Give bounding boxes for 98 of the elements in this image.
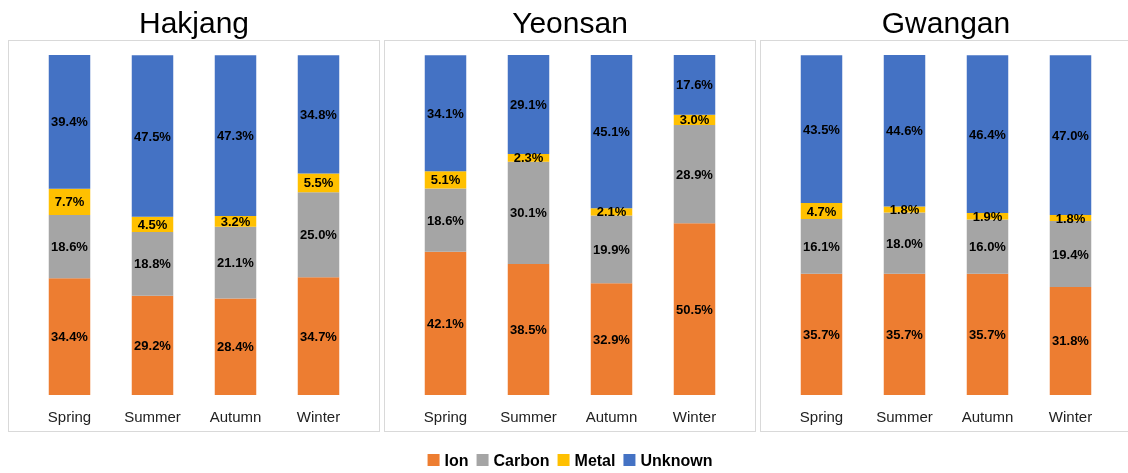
- bar: [297, 277, 340, 395]
- data-label: 29.2%: [134, 337, 172, 353]
- x-tick-label: Autumn: [209, 408, 262, 425]
- data-label: 19.9%: [593, 241, 631, 257]
- x-tick-label: Autumn: [585, 408, 638, 425]
- data-label: 3.0%: [679, 112, 710, 128]
- data-label: 34.8%: [300, 106, 338, 122]
- data-label: 1.9%: [972, 208, 1003, 224]
- bar: [590, 283, 633, 395]
- data-label: 5.5%: [303, 175, 334, 191]
- bar: [131, 55, 174, 217]
- bar: [297, 192, 340, 278]
- data-label: 25.0%: [300, 227, 338, 243]
- bar: [800, 273, 843, 395]
- data-label: 5.1%: [430, 172, 461, 188]
- data-label: 17.6%: [676, 77, 714, 93]
- x-tick-label: Spring: [47, 408, 92, 425]
- bar: [48, 278, 91, 395]
- data-label: 30.1%: [510, 205, 548, 221]
- data-label: 38.5%: [510, 322, 548, 338]
- bar: [297, 55, 340, 174]
- data-label: 35.7%: [803, 326, 841, 342]
- x-tick-label: Winter: [1048, 408, 1093, 425]
- data-label: 50.5%: [676, 301, 714, 317]
- x-tick-label: Autumn: [961, 408, 1014, 425]
- bar: [590, 55, 633, 209]
- chart-title: Yeonsan: [512, 5, 628, 39]
- data-label: 35.7%: [886, 326, 924, 342]
- bar: [214, 55, 257, 216]
- data-label: 47.0%: [1052, 127, 1090, 143]
- data-label: 28.9%: [676, 166, 714, 182]
- data-label: 19.4%: [1052, 246, 1090, 262]
- data-label: 18.8%: [134, 256, 172, 272]
- x-tick-label: Winter: [672, 408, 717, 425]
- data-label: 29.1%: [510, 96, 548, 112]
- legend-label: Ion: [444, 451, 469, 469]
- bar: [1049, 55, 1092, 215]
- data-label: 18.0%: [886, 235, 924, 251]
- data-label: 46.4%: [969, 126, 1007, 142]
- x-tick-label: Winter: [296, 408, 341, 425]
- bar: [673, 223, 716, 395]
- x-tick-label: Summer: [124, 408, 181, 425]
- data-label: 34.1%: [427, 105, 465, 121]
- bar: [424, 188, 467, 252]
- data-label: 16.0%: [969, 239, 1007, 255]
- legend-label: Carbon: [493, 451, 550, 469]
- bar: [673, 55, 716, 115]
- bar: [673, 125, 716, 224]
- data-label: 4.5%: [137, 216, 168, 232]
- bar: [131, 231, 174, 296]
- bar: [590, 215, 633, 284]
- bar: [1049, 286, 1092, 395]
- bar: [131, 295, 174, 395]
- data-label: 47.3%: [217, 128, 255, 144]
- data-label: 32.9%: [593, 331, 631, 347]
- bar: [800, 55, 843, 204]
- data-label: 44.6%: [886, 123, 924, 139]
- bar: [883, 273, 926, 395]
- chart-title: Gwangan: [881, 5, 1011, 39]
- data-label: 45.1%: [593, 124, 631, 140]
- data-label: 42.1%: [427, 315, 465, 331]
- data-label: 31.8%: [1052, 333, 1090, 349]
- data-label: 34.4%: [51, 329, 89, 345]
- bar: [48, 55, 91, 189]
- data-label: 43.5%: [803, 121, 841, 137]
- data-label: 18.6%: [51, 239, 89, 255]
- bar: [800, 219, 843, 274]
- data-label: 21.1%: [217, 255, 255, 271]
- bar: [507, 264, 550, 395]
- bar: [507, 161, 550, 265]
- data-label: 35.7%: [969, 326, 1007, 342]
- bar: [424, 55, 467, 172]
- bar: [48, 214, 91, 279]
- bar: [966, 55, 1009, 213]
- chart-title: Hakjang: [138, 5, 250, 39]
- bar: [424, 251, 467, 395]
- data-label: 4.7%: [806, 203, 837, 219]
- x-tick-label: Spring: [799, 408, 844, 425]
- x-tick-label: Spring: [423, 408, 468, 425]
- x-tick-label: Summer: [500, 408, 557, 425]
- data-label: 18.6%: [427, 212, 465, 228]
- data-label: 3.2%: [220, 213, 251, 229]
- data-label: 39.4%: [51, 114, 89, 130]
- legend-label: Unknown: [640, 451, 713, 469]
- bar: [883, 55, 926, 207]
- bar: [507, 55, 550, 154]
- data-label: 28.4%: [217, 339, 255, 355]
- legend-label: Metal: [574, 451, 616, 469]
- data-label: 7.7%: [54, 194, 85, 210]
- data-label: 47.5%: [134, 128, 172, 144]
- bar: [966, 273, 1009, 395]
- data-label: 34.7%: [300, 328, 338, 344]
- x-tick-label: Summer: [876, 408, 933, 425]
- bar: [214, 226, 257, 299]
- data-label: 16.1%: [803, 238, 841, 254]
- bar: [214, 298, 257, 395]
- data-label: 2.1%: [596, 204, 627, 220]
- data-label: 2.3%: [513, 150, 544, 166]
